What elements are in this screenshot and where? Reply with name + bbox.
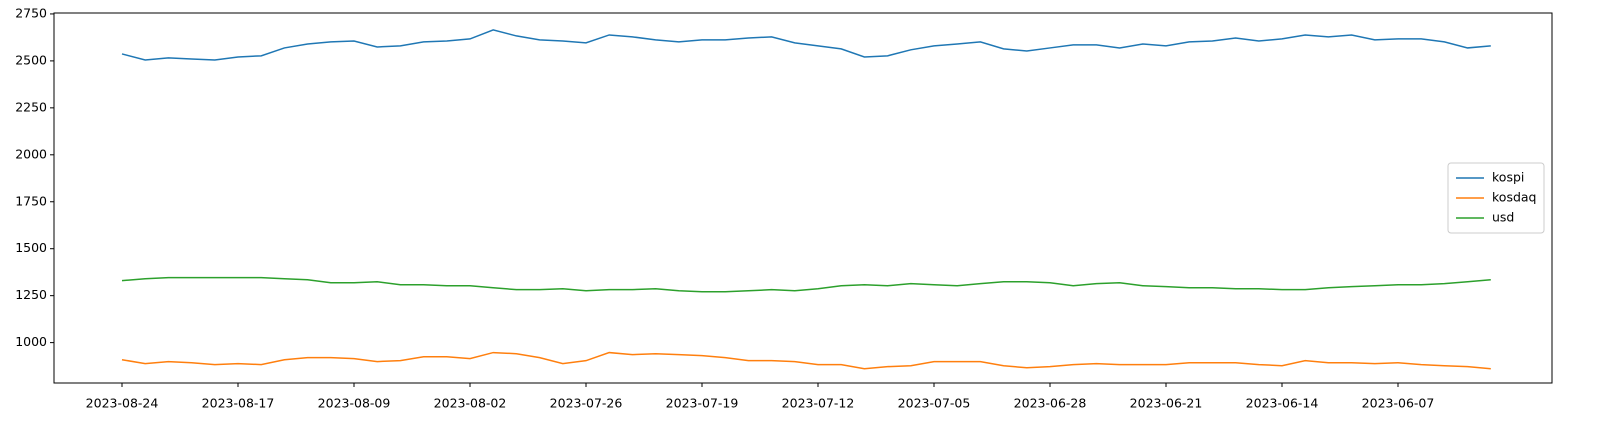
y-tick-label: 1500 bbox=[15, 240, 47, 255]
x-tick-label: 2023-07-19 bbox=[666, 396, 739, 411]
x-tick-label: 2023-07-12 bbox=[782, 396, 855, 411]
x-tick-label: 2023-06-07 bbox=[1362, 396, 1435, 411]
line-series bbox=[121, 351, 1491, 370]
x-tick-label: 2023-07-05 bbox=[898, 396, 971, 411]
y-tick-label: 1750 bbox=[15, 193, 47, 208]
y-tick-label: 2250 bbox=[15, 99, 47, 114]
y-tick-label: 2750 bbox=[15, 5, 47, 20]
x-tick-label: 2023-06-21 bbox=[1130, 396, 1203, 411]
x-tick-label: 2023-07-26 bbox=[550, 396, 623, 411]
y-tick-label: 1000 bbox=[15, 334, 47, 349]
x-tick-label: 2023-08-17 bbox=[202, 396, 275, 411]
x-tick-label: 2023-08-09 bbox=[318, 396, 391, 411]
x-tick-label: 2023-08-02 bbox=[434, 396, 507, 411]
line-series bbox=[121, 29, 1491, 61]
legend-label: usd bbox=[1492, 210, 1514, 225]
x-tick-label: 2023-08-24 bbox=[86, 396, 159, 411]
plot-frame bbox=[53, 12, 1553, 384]
x-tick-label: 2023-06-14 bbox=[1246, 396, 1319, 411]
line-series bbox=[121, 276, 1491, 293]
legend-label: kospi bbox=[1492, 170, 1524, 185]
x-tick-label: 2023-06-28 bbox=[1014, 396, 1087, 411]
y-tick-label: 2500 bbox=[15, 52, 47, 67]
y-tick-label: 2000 bbox=[15, 146, 47, 161]
legend-label: kosdaq bbox=[1492, 190, 1536, 205]
legend-box bbox=[1447, 162, 1545, 234]
y-tick-label: 1250 bbox=[15, 287, 47, 302]
